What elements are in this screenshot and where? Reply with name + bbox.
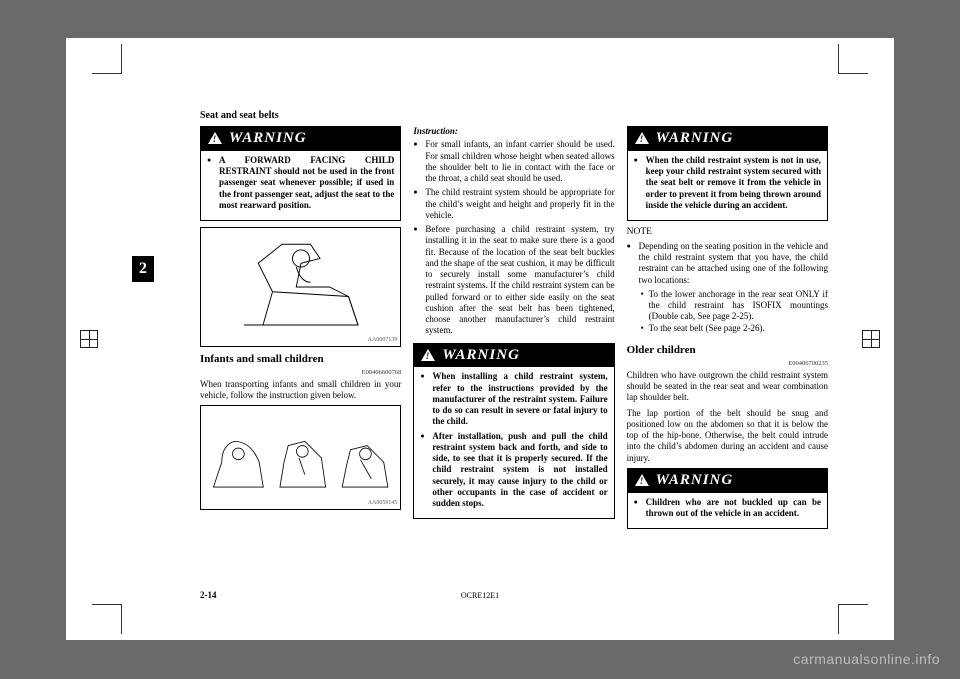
warning-item: A FORWARD FACING CHILD RESTRAINT should … [207, 155, 394, 211]
figure-ref: AA0059145 [368, 500, 398, 508]
column-3: ! WARNING When the child restraint syste… [627, 126, 828, 582]
chapter-tab: 2 [132, 256, 154, 282]
crop-mark-tl [92, 44, 122, 74]
crop-mark-br [838, 604, 868, 634]
note-item: Depending on the seating position in the… [627, 241, 828, 286]
figure-seat-diagram-1: AA0007139 [200, 227, 401, 347]
instruction-list: For small infants, an infant carrier sho… [413, 139, 614, 336]
warning-body: Children who are not buckled up can be t… [628, 493, 827, 529]
page-number: 2-14 [200, 590, 217, 600]
column-2: Instruction: For small infants, an infan… [413, 126, 614, 582]
warning-header: ! WARNING [628, 469, 827, 493]
content-columns: ! WARNING A FORWARD FACING CHILD RESTRAI… [200, 126, 828, 582]
warning-triangle-icon: ! [634, 473, 650, 487]
warning-body: A FORWARD FACING CHILD RESTRAINT should … [201, 151, 400, 220]
figure-ref: AA0007139 [368, 337, 398, 345]
reference-code: E00406700235 [627, 360, 828, 368]
svg-text:!: ! [639, 134, 644, 144]
warning-box-1: ! WARNING A FORWARD FACING CHILD RESTRAI… [200, 126, 401, 221]
warning-title: WARNING [229, 129, 307, 148]
svg-text:!: ! [213, 134, 218, 144]
crop-mark-tr [838, 44, 868, 74]
warning-box-4: ! WARNING Children who are not buckled u… [627, 468, 828, 529]
instruction-item: The child restraint system should be app… [413, 187, 614, 221]
warning-header: ! WARNING [628, 127, 827, 151]
note-label: NOTE [627, 227, 828, 239]
warning-title: WARNING [442, 346, 520, 365]
reference-code: E00406600768 [200, 369, 401, 377]
instruction-item: For small infants, an infant carrier sho… [413, 139, 614, 184]
crop-mark-bl [92, 604, 122, 634]
note-sublist: To the lower anchorage in the rear seat … [627, 289, 828, 334]
warning-header: ! WARNING [201, 127, 400, 151]
warning-item: When installing a child restraint system… [420, 371, 607, 427]
warning-triangle-icon: ! [420, 348, 436, 362]
warning-box-3: ! WARNING When the child restraint syste… [627, 126, 828, 221]
warning-body: When installing a child restraint system… [414, 367, 613, 518]
warning-header: ! WARNING [414, 344, 613, 368]
body-paragraph: Children who have outgrown the child res… [627, 370, 828, 404]
subheading-infants: Infants and small children [200, 353, 401, 367]
page-sheet: Seat and seat belts 2 ! WARNING A FORWAR… [66, 38, 894, 640]
warning-body: When the child restraint system is not i… [628, 151, 827, 220]
warning-title: WARNING [656, 471, 734, 490]
document-code: OCRE12E1 [461, 591, 499, 600]
section-header: Seat and seat belts [200, 110, 279, 121]
column-1: ! WARNING A FORWARD FACING CHILD RESTRAI… [200, 126, 401, 582]
svg-text:!: ! [426, 351, 431, 361]
warning-item: After installation, push and pull the ch… [420, 431, 607, 510]
registration-mark-right [862, 330, 880, 348]
note-list: Depending on the seating position in the… [627, 241, 828, 334]
seat-illustration-1 [206, 232, 396, 342]
instruction-label: Instruction: [413, 126, 614, 137]
warning-box-2: ! WARNING When installing a child restra… [413, 343, 614, 520]
warning-item: Children who are not buckled up can be t… [634, 497, 821, 520]
watermark: carmanualsonline.info [793, 651, 940, 667]
body-paragraph: The lap portion of the belt should be sn… [627, 408, 828, 464]
note-subitem: To the seat belt (See page 2-26). [641, 323, 828, 334]
svg-text:!: ! [639, 476, 644, 486]
warning-title: WARNING [656, 129, 734, 148]
figure-seat-diagram-2: AA0059145 [200, 405, 401, 510]
instruction-item: Before purchasing a child restraint syst… [413, 224, 614, 337]
registration-mark-left [80, 330, 98, 348]
warning-triangle-icon: ! [634, 131, 650, 145]
note-subitem: To the lower anchorage in the rear seat … [641, 289, 828, 323]
seat-illustration-2 [201, 408, 400, 508]
body-paragraph: When transporting infants and small chil… [200, 379, 401, 402]
warning-triangle-icon: ! [207, 131, 223, 145]
warning-item: When the child restraint system is not i… [634, 155, 821, 211]
subheading-older-children: Older children [627, 344, 828, 358]
